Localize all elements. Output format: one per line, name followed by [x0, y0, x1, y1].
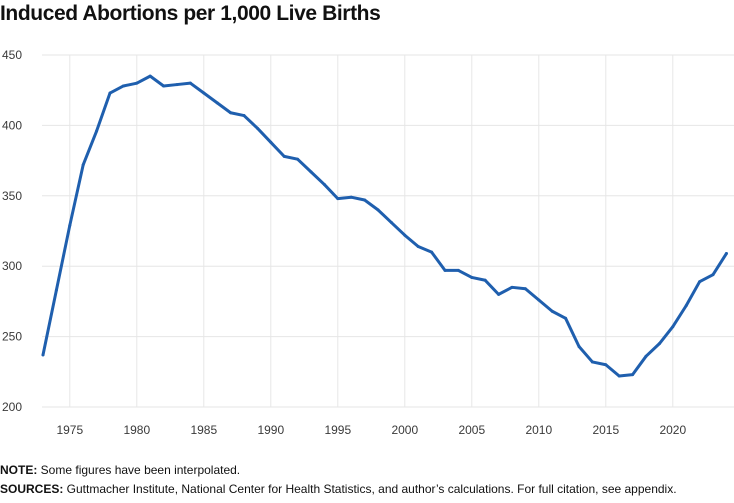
data-point — [135, 81, 139, 85]
data-point — [523, 287, 527, 291]
data-point — [443, 268, 447, 272]
y-tick-labels: 200 250 300 350 400 450 — [2, 48, 22, 414]
x-tick-label: 1995 — [324, 423, 351, 437]
sources-label: SOURCES: — [0, 482, 64, 496]
x-tick-label: 1985 — [190, 423, 217, 437]
data-point — [95, 129, 99, 133]
data-point — [242, 114, 246, 118]
y-gridlines — [42, 54, 734, 408]
data-point — [389, 221, 393, 225]
x-tick-label: 2015 — [592, 423, 619, 437]
data-point — [724, 252, 728, 256]
y-tick-label: 300 — [2, 259, 22, 273]
data-point — [162, 84, 166, 88]
data-point — [202, 91, 206, 95]
data-point — [255, 126, 259, 130]
data-point — [430, 250, 434, 254]
data-point — [215, 101, 219, 105]
y-tick-label: 400 — [2, 118, 22, 132]
data-point — [657, 342, 661, 346]
data-point — [81, 163, 85, 167]
data-point — [497, 292, 501, 296]
data-point — [456, 268, 460, 272]
data-point — [309, 170, 313, 174]
y-tick-label: 200 — [2, 400, 22, 414]
x-tick-label: 1980 — [123, 423, 150, 437]
x-tick-label: 1975 — [56, 423, 83, 437]
data-point — [590, 360, 594, 364]
data-point — [269, 140, 273, 144]
series-line — [41, 74, 728, 378]
data-point — [148, 74, 152, 78]
data-point — [698, 280, 702, 284]
y-tick-label: 450 — [2, 48, 22, 62]
data-point — [483, 278, 487, 282]
data-point — [121, 84, 125, 88]
y-tick-label: 250 — [2, 330, 22, 344]
data-point — [564, 316, 568, 320]
data-point — [336, 197, 340, 201]
data-point — [711, 273, 715, 277]
data-point — [229, 111, 233, 115]
x-tick-labels: 1975 1980 1985 1990 1995 2000 2005 2010 2015 2020 — [56, 423, 686, 437]
data-point — [108, 91, 112, 95]
x-tick-label: 2010 — [525, 423, 552, 437]
data-point — [684, 304, 688, 308]
data-point — [282, 154, 286, 158]
data-point — [470, 275, 474, 279]
data-point — [550, 309, 554, 313]
data-point — [510, 285, 514, 289]
data-point — [376, 208, 380, 212]
sources-text: Guttmacher Institute, National Center fo… — [63, 482, 677, 496]
data-point — [537, 298, 541, 302]
footnote: NOTE: Some figures have been interpolate… — [0, 462, 240, 478]
x-tick-label: 1990 — [257, 423, 284, 437]
data-point — [403, 233, 407, 237]
data-point — [644, 354, 648, 358]
data-point — [671, 325, 675, 329]
data-point — [363, 198, 367, 202]
data-point — [175, 83, 179, 87]
data-point — [577, 344, 581, 348]
x-tick-label: 2000 — [391, 423, 418, 437]
data-points — [41, 74, 728, 378]
x-gridlines — [69, 55, 674, 407]
data-point — [188, 81, 192, 85]
y-tick-label: 350 — [2, 189, 22, 203]
data-point — [631, 373, 635, 377]
chart-title: Induced Abortions per 1,000 Live Births — [0, 2, 381, 25]
data-point — [296, 157, 300, 161]
data-point — [322, 183, 326, 187]
x-tick-label: 2005 — [458, 423, 485, 437]
data-point — [604, 363, 608, 367]
x-tick-label: 2020 — [659, 423, 686, 437]
note-text: Some figures have been interpolated. — [37, 463, 241, 477]
data-point — [68, 223, 72, 227]
data-point — [41, 353, 45, 357]
line-chart: 200 250 300 350 400 450 1975 1980 1985 1990 1995 2… — [2, 48, 734, 437]
data-point — [416, 244, 420, 248]
data-point — [349, 195, 353, 199]
data-point — [617, 374, 621, 378]
data-point — [54, 288, 58, 292]
sources-note: SOURCES: Guttmacher Institute, National … — [0, 481, 677, 497]
note-label: NOTE: — [0, 463, 38, 477]
